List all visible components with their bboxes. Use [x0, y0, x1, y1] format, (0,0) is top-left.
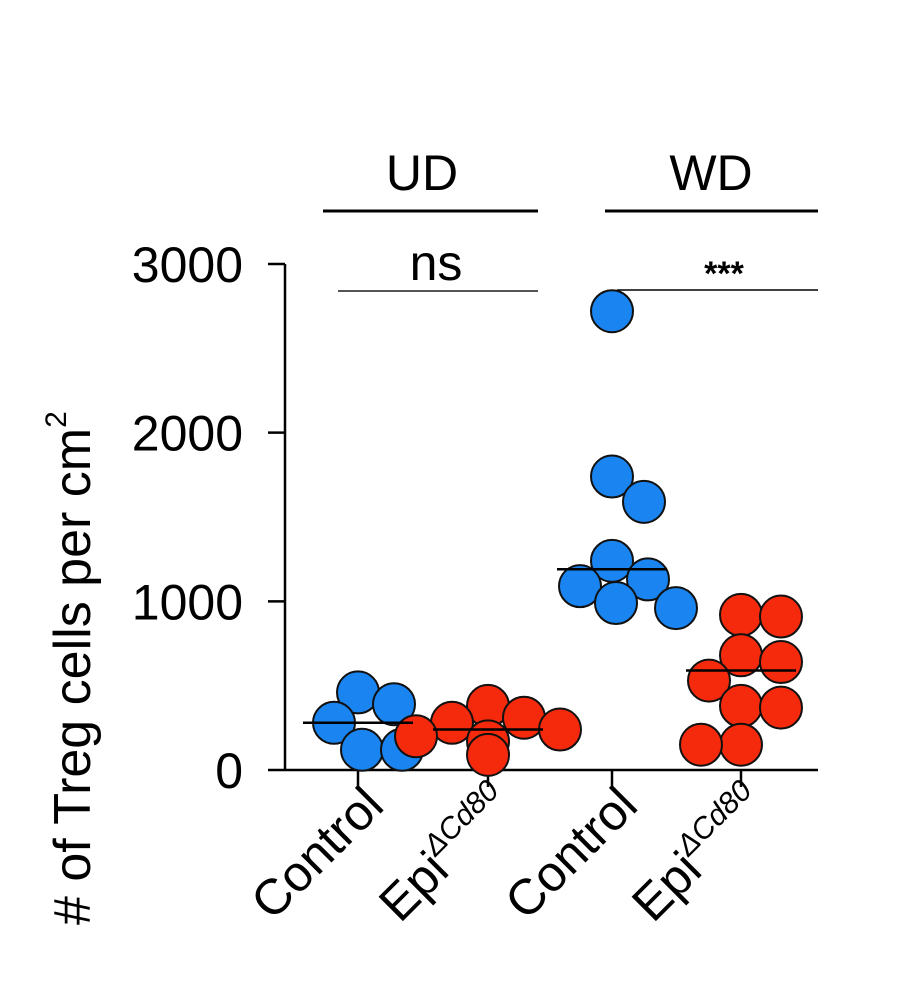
category-label-2: Control	[494, 776, 648, 930]
data-point	[590, 454, 634, 499]
group-label-wd: WD	[669, 145, 752, 201]
category-label-1: EpiΔCd80	[366, 774, 524, 932]
category-label-0: Control	[240, 776, 394, 930]
y-tick-label-1: 1000	[132, 574, 243, 630]
data-point	[759, 685, 803, 730]
category-label-sup: ΔCd80	[669, 774, 758, 863]
data-point	[719, 592, 763, 637]
y-ticks: 0 1000 2000 3000	[132, 237, 285, 799]
category-label-3: EpiΔCd80	[619, 774, 777, 932]
data-point	[394, 714, 438, 759]
category-label-text: Control	[494, 776, 648, 930]
y-axis-label-sup: 2	[40, 411, 73, 428]
data-point	[538, 707, 582, 752]
significance-ud: ns	[410, 235, 463, 291]
data-point	[622, 479, 666, 524]
category-label-sup: ΔCd80	[416, 774, 505, 863]
data-point	[759, 594, 803, 639]
data-point	[558, 564, 602, 609]
group-label-ud: UD	[386, 145, 458, 201]
data-point	[719, 722, 763, 767]
data-point	[654, 586, 698, 631]
category-label-text: Control	[240, 776, 394, 930]
y-tick-label-2: 2000	[132, 406, 243, 462]
y-axis-label: # of Treg cells per cm2	[40, 411, 102, 925]
data-point	[340, 727, 384, 772]
data-point	[759, 640, 803, 685]
significance-wd: ***	[704, 255, 744, 293]
data-point	[594, 581, 638, 626]
y-tick-label-0: 0	[215, 743, 243, 799]
y-tick-label-3: 3000	[132, 237, 243, 293]
data-points	[312, 289, 803, 777]
data-point	[679, 722, 723, 767]
data-point	[590, 289, 634, 334]
median-lines	[303, 568, 796, 731]
data-point	[719, 683, 763, 728]
y-axis-label-main: # of Treg cells per cm	[44, 428, 102, 925]
data-point	[372, 682, 416, 727]
x-ticks	[356, 770, 743, 787]
data-point	[466, 732, 510, 777]
